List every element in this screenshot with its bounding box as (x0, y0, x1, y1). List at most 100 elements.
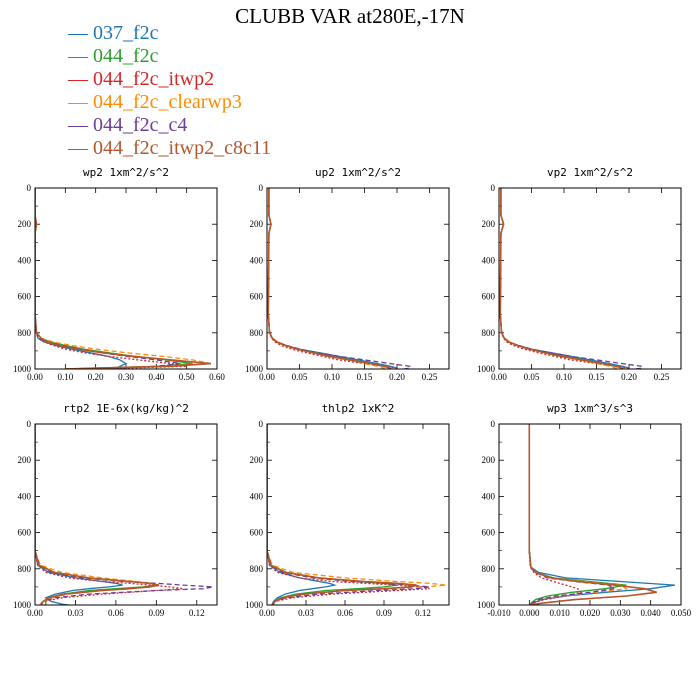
x-tick-label: 0.15 (589, 372, 605, 382)
y-tick-label: 0 (491, 419, 496, 429)
y-tick-label: 200 (18, 455, 32, 465)
y-tick-label: 400 (18, 255, 32, 265)
series-line-044_f2c (35, 188, 193, 369)
x-tick-label: 0.05 (292, 372, 308, 382)
x-tick-label: 0.03 (68, 608, 84, 618)
y-tick-label: 0 (27, 419, 32, 429)
y-tick-label: 600 (18, 292, 32, 302)
x-tick-label: 0.30 (118, 372, 134, 382)
y-tick-label: 600 (250, 292, 264, 302)
plot-frame (266, 423, 450, 606)
y-tick-label: 800 (18, 564, 32, 574)
series-line-037_f2c (267, 188, 398, 369)
x-tick-label: 0.09 (376, 608, 392, 618)
legend-item: — 044_f2c_clearwp3 (68, 91, 242, 113)
y-tick-label: 1000 (477, 600, 496, 610)
series-line-044_f2c (267, 188, 392, 369)
series-line-044_f2c_clearwp3 (499, 188, 617, 369)
x-tick-label: 0.25 (654, 372, 670, 382)
x-tick-label: 0.06 (108, 608, 124, 618)
y-tick-label: 0 (27, 183, 32, 193)
series-line-044_f2c (267, 424, 398, 605)
series-line-044_f2c_clearwp3 (267, 188, 385, 369)
series-line-044_f2c_itwp2_c8c11 (35, 188, 211, 369)
series-line-044_f2c_itwp2_c8c11 (267, 424, 417, 605)
x-tick-label: 0.12 (415, 608, 431, 618)
legend-item: — 044_f2c_itwp2 (68, 68, 215, 90)
plot-title: rtp2 1E-6x(kg/kg)^2 (63, 402, 189, 415)
y-tick-label: 1000 (245, 364, 264, 374)
series-line-044_f2c_clearwp3 (528, 424, 629, 605)
series-line-044_f2c_itwp2 (528, 424, 583, 605)
x-tick-label: 0.06 (337, 608, 353, 618)
page-title: CLUBB VAR at280E,-17N (235, 4, 465, 28)
series-line-044_f2c_c4 (499, 188, 643, 369)
y-tick-label: 400 (250, 255, 264, 265)
y-tick-label: 600 (18, 528, 32, 538)
x-tick-label: 0.09 (148, 608, 164, 618)
x-tick-label: 0.10 (57, 372, 73, 382)
y-tick-label: 800 (482, 328, 496, 338)
series-line-044_f2c_itwp2 (35, 188, 187, 369)
y-tick-label: 1000 (477, 364, 496, 374)
y-tick-label: 200 (250, 455, 264, 465)
y-tick-label: 1000 (245, 600, 264, 610)
x-tick-label: 0.00 (27, 608, 43, 618)
y-tick-label: 800 (250, 564, 264, 574)
y-tick-label: 200 (482, 455, 496, 465)
plot-panel: wp3 1xm^3/s^3 0 200 400 600 800 1000-0.010 0.00… (477, 402, 692, 618)
series-line-044_f2c_c4 (35, 188, 181, 369)
legend-item: — 044_f2c (68, 45, 159, 67)
plot-title: up2 1xm^2/s^2 (315, 166, 401, 179)
legend-item: — 037_f2c (68, 22, 159, 44)
y-tick-label: 0 (259, 419, 264, 429)
series-line-044_f2c_c4 (35, 424, 214, 605)
x-tick-label: 0.00 (259, 608, 275, 618)
plot-frame (34, 423, 218, 606)
plot-frame (34, 187, 218, 370)
y-tick-label: 0 (491, 183, 496, 193)
y-tick-label: 600 (482, 528, 496, 538)
series-line-044_f2c_itwp2 (267, 424, 430, 605)
legend: — 037_f2c — 044_f2c — 044_f2c_itwp2— 044_f… (68, 22, 271, 160)
plot-title: wp2 1xm^2/s^2 (83, 166, 169, 179)
y-tick-label: 400 (482, 255, 496, 265)
y-tick-label: 400 (482, 491, 496, 501)
x-tick-label: 0.040 (641, 608, 662, 618)
legend-item: — 044_f2c_c4 (68, 114, 188, 136)
x-tick-label: 0.030 (610, 608, 631, 618)
series-line-044_f2c_itwp2 (499, 188, 630, 369)
x-tick-label: 0.25 (422, 372, 438, 382)
y-tick-label: 800 (482, 564, 496, 574)
series-line-044_f2c_itwp2 (267, 188, 398, 369)
series-line-044_f2c_itwp2_c8c11 (35, 424, 160, 605)
series-line-037_f2c (499, 188, 630, 369)
legend-item: — 044_f2c_itwp2_c8c11 (68, 137, 272, 159)
y-tick-label: 1000 (13, 600, 32, 610)
y-tick-label: 800 (250, 328, 264, 338)
x-tick-label: 0.50 (179, 372, 195, 382)
x-tick-label: 0.00 (259, 372, 275, 382)
y-tick-label: 600 (250, 528, 264, 538)
series-line-044_f2c (528, 424, 627, 605)
plot-panel: rtp2 1E-6x(kg/kg)^2 0 200 400 600 800 10000.00… (13, 402, 218, 618)
plot-frame (498, 423, 682, 606)
y-tick-label: 200 (18, 219, 32, 229)
series-line-044_f2c_c4 (267, 188, 411, 369)
y-tick-label: 200 (250, 219, 264, 229)
x-tick-label: 0.03 (298, 608, 314, 618)
x-tick-label: 0.20 (621, 372, 637, 382)
x-tick-label: 0.00 (27, 372, 43, 382)
y-tick-label: 800 (18, 328, 32, 338)
y-tick-label: 400 (18, 491, 32, 501)
y-tick-label: 1000 (13, 364, 32, 374)
y-tick-label: 0 (259, 183, 264, 193)
x-tick-label: 0.00 (491, 372, 507, 382)
x-tick-label: 0.010 (550, 608, 571, 618)
plot-title: vp2 1xm^2/s^2 (547, 166, 633, 179)
